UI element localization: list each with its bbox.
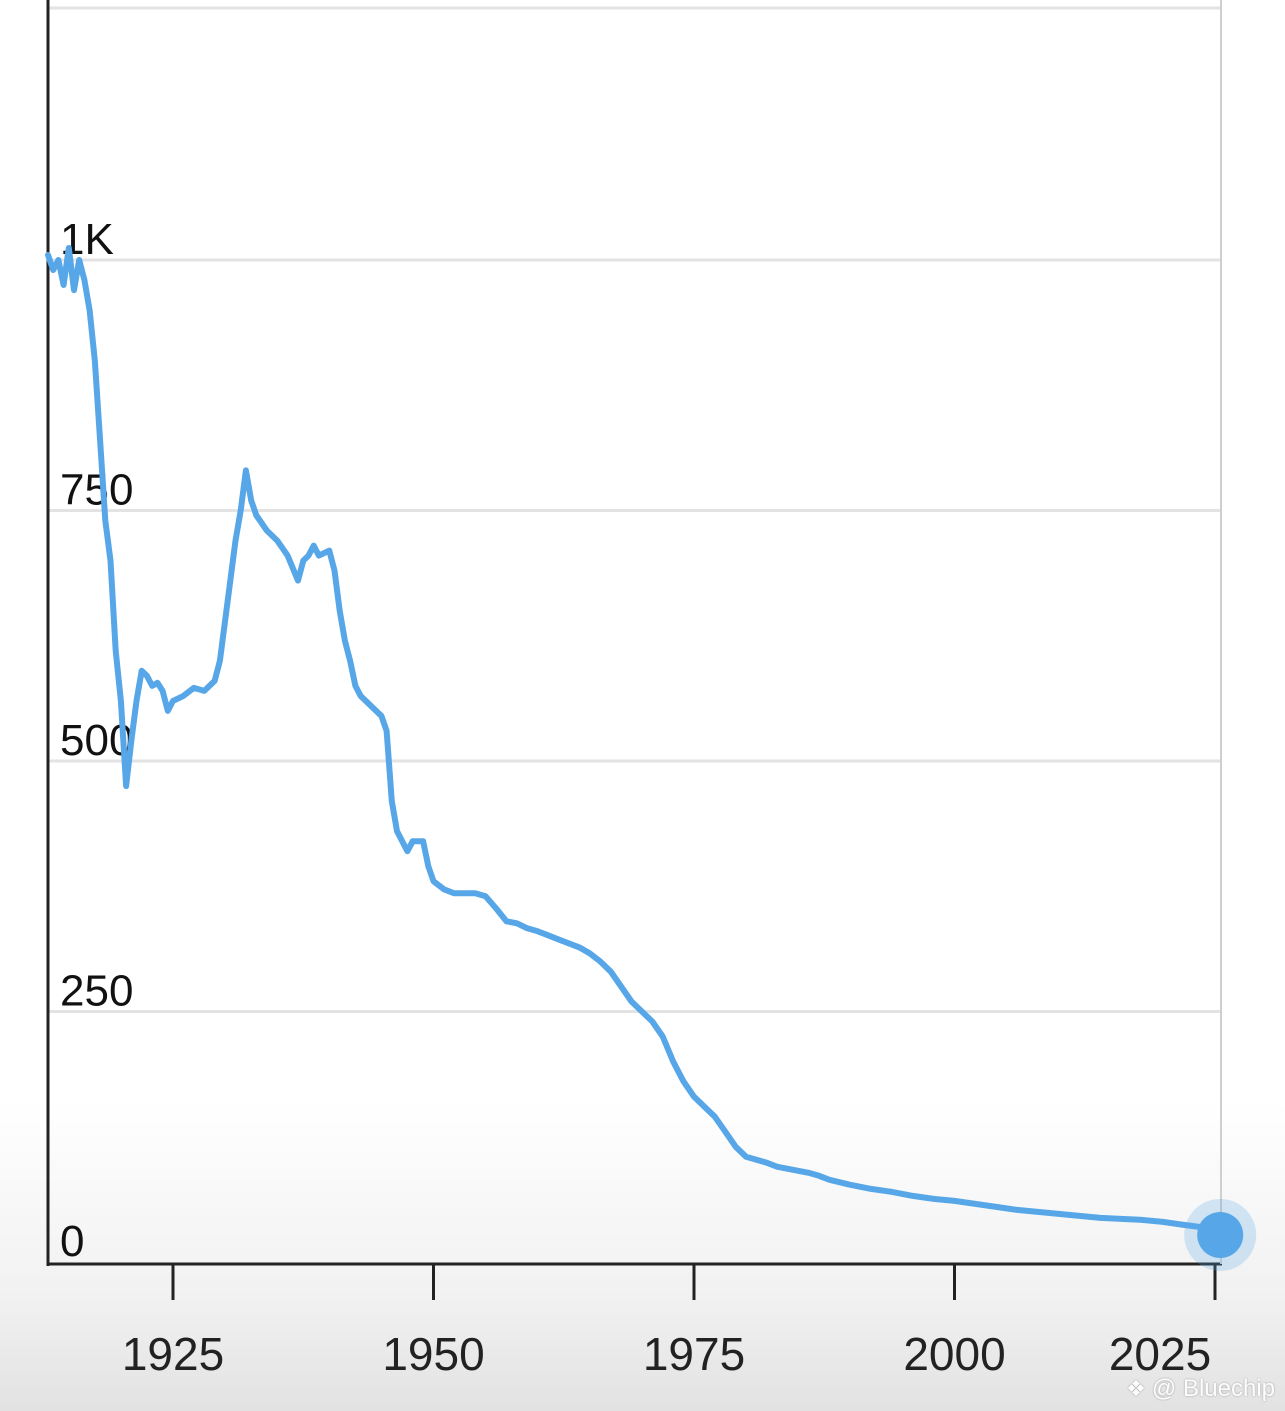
y-tick-label-0: 0 [60,1217,84,1266]
x-tick-label-1925: 1925 [122,1328,224,1380]
y-tick-label-250: 250 [60,967,133,1016]
x-tick-label-1975: 1975 [643,1328,745,1380]
diamond-logo-icon: ❖ [1126,1376,1146,1401]
y-tick-label-750: 750 [60,466,133,515]
watermark: ❖ @ Bluechip [1126,1375,1275,1403]
x-ticks: 1925 1950 1975 2000 2025 [122,1264,1217,1380]
axes [46,0,1222,1266]
x-tick-label-2000: 2000 [903,1328,1005,1380]
gridlines [48,6,1221,1013]
x-tick-label-2025: 2025 [1109,1328,1211,1380]
watermark-text: @ Bluechip [1151,1375,1275,1402]
end-point-marker [1197,1211,1244,1258]
series-line-0 [45,245,1224,1238]
series-group [45,245,1257,1271]
x-tick-label-1950: 1950 [382,1328,484,1380]
